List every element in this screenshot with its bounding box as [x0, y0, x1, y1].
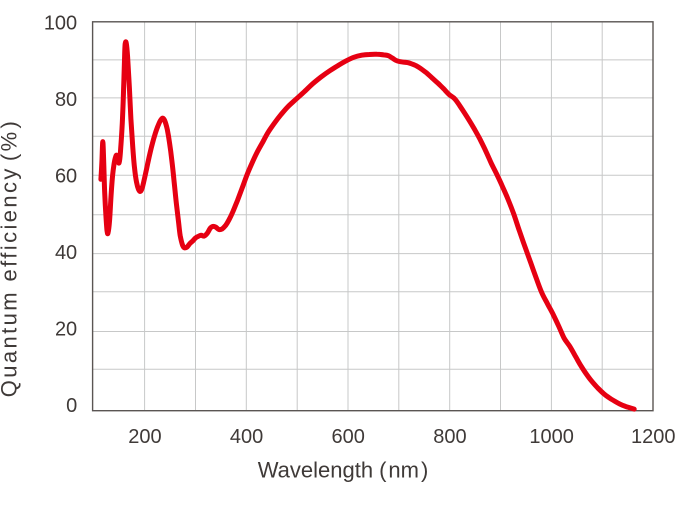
svg-text:60: 60	[55, 165, 77, 187]
svg-text:1000: 1000	[529, 426, 574, 448]
svg-text:100: 100	[44, 12, 77, 34]
svg-text:1200: 1200	[631, 426, 676, 448]
svg-text:Wavelength(nm): Wavelength (nm)	[258, 457, 429, 482]
svg-text:80: 80	[55, 89, 77, 111]
svg-text:800: 800	[433, 426, 466, 448]
svg-text:200: 200	[128, 426, 161, 448]
svg-text:600: 600	[332, 426, 365, 448]
svg-text:Quantum efficiency(%): Quantum efficiency(%)	[0, 119, 22, 398]
svg-text:0: 0	[66, 395, 77, 417]
svg-text:400: 400	[230, 426, 263, 448]
svg-text:20: 20	[55, 319, 77, 341]
svg-text:40: 40	[55, 242, 77, 264]
